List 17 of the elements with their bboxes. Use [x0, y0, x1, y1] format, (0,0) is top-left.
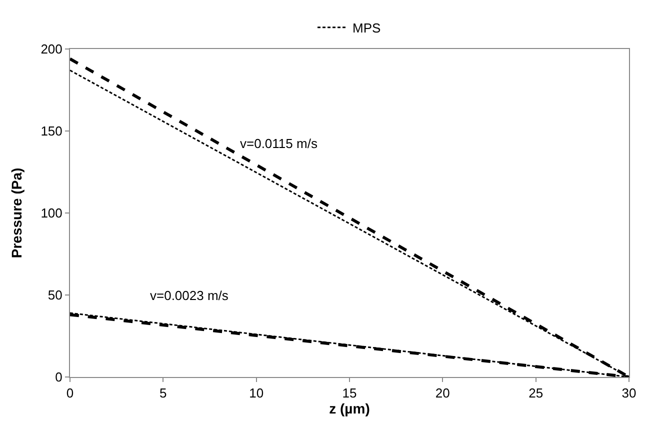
y-tick-label: 150: [40, 124, 62, 139]
x-tick-label: 20: [435, 386, 450, 401]
y-tick-label: 0: [55, 370, 62, 385]
x-tick-label: 15: [342, 386, 357, 401]
y-tick-label: 200: [40, 42, 62, 57]
y-axis-title: Pressure (Pa): [8, 168, 24, 258]
x-tick-label: 0: [66, 386, 74, 401]
legend-label: MPS: [352, 20, 381, 36]
x-tick-label: 5: [160, 386, 167, 401]
x-tick-label: 10: [249, 386, 264, 401]
annotation: v=0.0023 m/s: [150, 288, 229, 303]
x-tick-label: 30: [622, 386, 636, 401]
y-tick-label: 100: [40, 206, 62, 221]
annotation: v=0.0115 m/s: [240, 136, 318, 151]
x-tick-label: 25: [528, 386, 544, 401]
y-tick-label: 50: [48, 288, 62, 303]
x-axis-title: z (µm): [329, 400, 370, 417]
